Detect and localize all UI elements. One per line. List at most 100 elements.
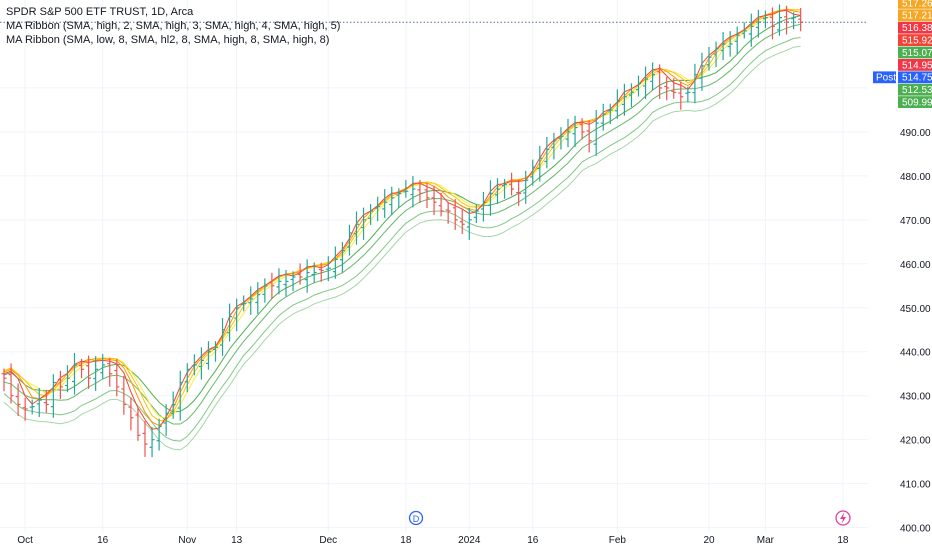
dividend-marker[interactable] [408, 510, 424, 526]
ohlc-bar [198, 347, 204, 380]
ohlc-bar [523, 170, 529, 204]
ohlc-bar [276, 268, 282, 295]
symbol-title[interactable]: SPDR S&P 500 ETF TRUST, 1D, Arca [6, 6, 194, 18]
ohlc-bar [777, 4, 782, 36]
price-badge: 517.21 [898, 9, 932, 22]
moving-average-ribbons [3, 8, 801, 451]
ma-fast-line-1 [3, 9, 801, 430]
ohlc-bar [283, 269, 289, 297]
ohlc-bar [438, 192, 444, 217]
ohlc-bar [269, 272, 275, 299]
indicator-ribbon-1[interactable]: MA Ribbon (SMA, high, 2, SMA, high, 3, S… [6, 20, 341, 32]
ohlc-bar [417, 180, 423, 204]
ohlc-bar [614, 89, 620, 119]
price-badge: 514.75 Post [873, 71, 932, 84]
ohlc-bar [445, 201, 451, 224]
grid [0, 0, 868, 532]
post-market-tag-label: Post [876, 73, 896, 84]
ohlc-bar [368, 204, 374, 225]
price-badge: 515.92 [898, 34, 932, 47]
ohlc-bar [107, 357, 113, 387]
ohlc-bar [769, 7, 775, 40]
price-axis-tick-label: 490.00 [900, 128, 931, 139]
time-axis-tick-label: 20 [703, 535, 715, 546]
ma-slow-line-2 [3, 23, 801, 425]
ohlc-bar [57, 370, 63, 400]
ohlc-bar [396, 188, 402, 208]
ohlc-bar [64, 365, 70, 393]
ma-fast-line-3 [3, 8, 801, 422]
ohlc-bar [72, 352, 77, 395]
ohlc-bar [727, 31, 733, 57]
time-axis-background [0, 532, 868, 550]
ohlc-bar [304, 259, 310, 293]
ohlc-bar [332, 246, 338, 279]
post-market-tag [873, 71, 896, 84]
chart-legend: SPDR S&P 500 ETF TRUST, 1D, Arca MA Ribb… [6, 5, 340, 47]
ohlc-bar [572, 115, 578, 147]
price-axis-tick-label: 470.00 [900, 216, 931, 227]
price-axis-tick-label: 460.00 [900, 260, 931, 271]
indicator-ribbon-2[interactable]: MA Ribbon (SMA, low, 8, SMA, hl2, 8, SMA… [6, 34, 330, 46]
ma-fast-line-2 [3, 8, 801, 427]
price-badge: 512.53 [898, 83, 932, 96]
price-badge-label: 509.99 [902, 98, 932, 109]
ma-slow-line-1 [3, 15, 801, 413]
ohlc-bar [664, 76, 670, 101]
time-axis-tick-label: Nov [178, 535, 196, 546]
price-axis-tick-label: 480.00 [900, 172, 931, 183]
ohlc-bar [135, 407, 141, 441]
ohlc-bar [382, 189, 388, 218]
ohlc-bar [748, 13, 754, 47]
event-markers[interactable]: D [408, 510, 851, 526]
ohlc-bar [114, 359, 120, 397]
price-bars [1, 4, 804, 458]
time-axis-tick-label: Dec [319, 535, 337, 546]
ohlc-bar [297, 263, 303, 285]
ohlc-bar [142, 420, 148, 457]
ohlc-bar [128, 397, 134, 431]
time-axis-tick-label: 18 [837, 535, 849, 546]
ohlc-bar [361, 207, 367, 240]
ohlc-bar [551, 132, 557, 160]
ohlc-bar [389, 186, 395, 216]
ohlc-bar [29, 399, 35, 415]
ohlc-bar [15, 383, 21, 417]
ohlc-bar [600, 103, 606, 131]
lightning-icon-glyph [840, 512, 846, 524]
ohlc-bar [403, 180, 409, 198]
ohlc-bar [452, 199, 458, 230]
ohlc-bar [234, 298, 240, 332]
ohlc-bar [410, 175, 416, 208]
ohlc-bar [713, 41, 719, 67]
ohlc-bar [586, 120, 592, 153]
price-badge: 517.26 [898, 0, 932, 9]
ohlc-bar [177, 370, 183, 421]
price-axis-tick-label: 440.00 [900, 348, 931, 359]
ohlc-bar [170, 391, 176, 419]
time-axis-tick-label: 2024 [458, 535, 481, 546]
price-axis-tick-label: 400.00 [900, 524, 931, 535]
ohlc-bar [8, 363, 14, 404]
ohlc-bar [346, 224, 352, 256]
ohlc-bar [311, 262, 317, 283]
ohlc-bar [163, 404, 169, 436]
ohlc-bar [121, 375, 127, 415]
ohlc-bar [473, 204, 479, 224]
ohlc-bar [706, 47, 712, 71]
time-axis-tick-label: Mar [757, 535, 775, 546]
ohlc-bar [607, 103, 613, 125]
ohlc-bar [424, 182, 430, 209]
time-axis[interactable]: Oct 16 Nov 13 Dec 18 2024 16 Feb 20 Mar 18 [0, 532, 868, 550]
ohlc-bar [579, 118, 585, 140]
ohlc-bar [290, 271, 296, 292]
ohlc-bar [628, 83, 634, 108]
ohlc-bar [191, 354, 197, 376]
time-axis-tick-label: 16 [527, 535, 539, 546]
price-badge-label: 515.07 [902, 48, 932, 59]
ohlc-bar [220, 318, 226, 356]
ohlc-bar [1, 368, 7, 392]
ohlc-bar [480, 191, 486, 222]
